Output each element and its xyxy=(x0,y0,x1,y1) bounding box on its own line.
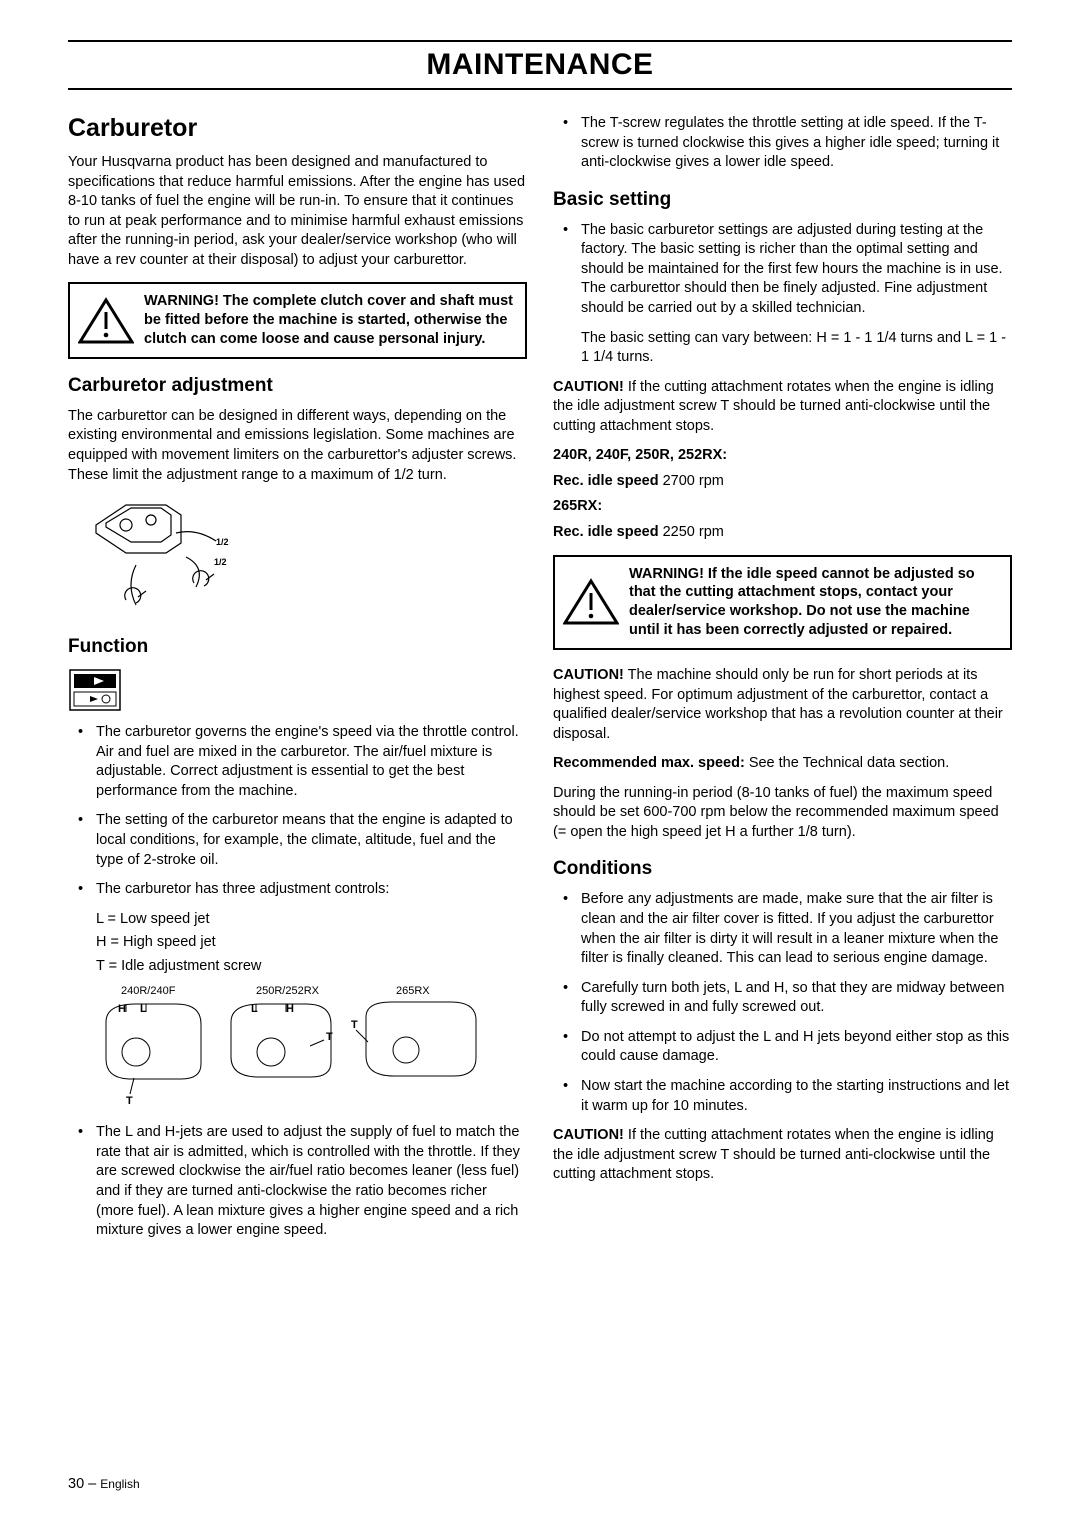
jet-definitions: L = Low speed jet H = High speed jet T =… xyxy=(68,910,527,977)
function-icon xyxy=(68,668,527,717)
content-columns: Carburetor Your Husqvarna product has be… xyxy=(68,114,1012,1251)
caution-paragraph-3: CAUTION! If the cutting attachment rotat… xyxy=(553,1126,1012,1185)
conditions-item: Carefully turn both jets, L and H, so th… xyxy=(553,979,1012,1018)
svg-text:L: L xyxy=(251,1003,258,1015)
warning-box-idle: WARNING! If the idle speed cannot be adj… xyxy=(553,555,1012,650)
function-list-2: The L and H-jets are used to adjust the … xyxy=(68,1123,527,1240)
tscrew-item: The T-screw regulates the throttle setti… xyxy=(553,114,1012,173)
page-footer: 30 – English xyxy=(68,1476,140,1492)
svg-text:L: L xyxy=(140,1003,147,1015)
svg-text:T: T xyxy=(126,1095,133,1107)
left-column: Carburetor Your Husqvarna product has be… xyxy=(68,114,527,1251)
models-diagram: 240R/240F 250R/252RX 265RX xyxy=(96,982,527,1117)
warning-text: WARNING! The complete clutch cover and s… xyxy=(144,292,515,349)
idle-speed-1: Rec. idle speed 2700 rpm xyxy=(553,472,1012,492)
right-column: The T-screw regulates the throttle setti… xyxy=(553,114,1012,1251)
carburetor-diagram: 1/2 1/2 xyxy=(76,495,527,620)
svg-text:H: H xyxy=(118,1003,126,1015)
warning-icon xyxy=(563,578,619,626)
model-label-1: 240R/240F xyxy=(121,985,176,997)
function-list: The carburetor governs the engine's spee… xyxy=(68,723,527,900)
svg-text:1/2: 1/2 xyxy=(214,557,227,567)
heading-basic-setting: Basic setting xyxy=(553,189,1012,211)
idle-speed-2: Rec. idle speed 2250 rpm xyxy=(553,523,1012,543)
caution-paragraph: CAUTION! If the cutting attachment rotat… xyxy=(553,378,1012,437)
function-item: The setting of the carburetor means that… xyxy=(68,811,527,870)
svg-text:T: T xyxy=(326,1031,333,1043)
def-t: T = Idle adjustment screw xyxy=(68,957,527,977)
page-title: MAINTENANCE xyxy=(68,40,1012,90)
model-label-3: 265RX xyxy=(396,985,430,997)
heading-function: Function xyxy=(68,636,527,658)
running-in-paragraph: During the running-in period (8-10 tanks… xyxy=(553,784,1012,843)
function-item: The carburetor governs the engine's spee… xyxy=(68,723,527,801)
adjustment-paragraph: The carburettor can be designed in diffe… xyxy=(68,407,527,485)
model-label-2: 250R/252RX xyxy=(256,985,320,997)
basic-setting-item: The basic carburetor settings are adjust… xyxy=(553,221,1012,368)
heading-conditions: Conditions xyxy=(553,858,1012,880)
conditions-item: Do not attempt to adjust the L and H jet… xyxy=(553,1028,1012,1067)
conditions-list: Before any adjustments are made, make su… xyxy=(553,890,1012,1116)
warning-box-clutch: WARNING! The complete clutch cover and s… xyxy=(68,282,527,359)
conditions-item: Now start the machine according to the s… xyxy=(553,1077,1012,1116)
label-half: 1/2 xyxy=(216,537,229,547)
svg-text:T: T xyxy=(351,1019,358,1031)
def-l: L = Low speed jet xyxy=(68,910,527,930)
heading-carburetor: Carburetor xyxy=(68,114,527,143)
intro-paragraph: Your Husqvarna product has been designed… xyxy=(68,153,527,270)
caution-paragraph-2: CAUTION! The machine should only be run … xyxy=(553,666,1012,744)
rec-max-speed: Recommended max. speed: See the Technica… xyxy=(553,754,1012,774)
warning-text: WARNING! If the idle speed cannot be adj… xyxy=(629,565,1000,640)
function-item: The carburetor has three adjustment cont… xyxy=(68,880,527,900)
models-line-1: 240R, 240F, 250R, 252RX: xyxy=(553,446,1012,466)
svg-text:H: H xyxy=(286,1003,294,1015)
models-line-2: 265RX: xyxy=(553,497,1012,517)
heading-adjustment: Carburetor adjustment xyxy=(68,375,527,397)
conditions-item: Before any adjustments are made, make su… xyxy=(553,890,1012,968)
warning-icon xyxy=(78,297,134,345)
basic-setting-list: The basic carburetor settings are adjust… xyxy=(553,221,1012,368)
def-h: H = High speed jet xyxy=(68,933,527,953)
tscrew-list: The T-screw regulates the throttle setti… xyxy=(553,114,1012,173)
basic-setting-values: The basic setting can vary between: H = … xyxy=(581,329,1012,368)
function-item: The L and H-jets are used to adjust the … xyxy=(68,1123,527,1240)
